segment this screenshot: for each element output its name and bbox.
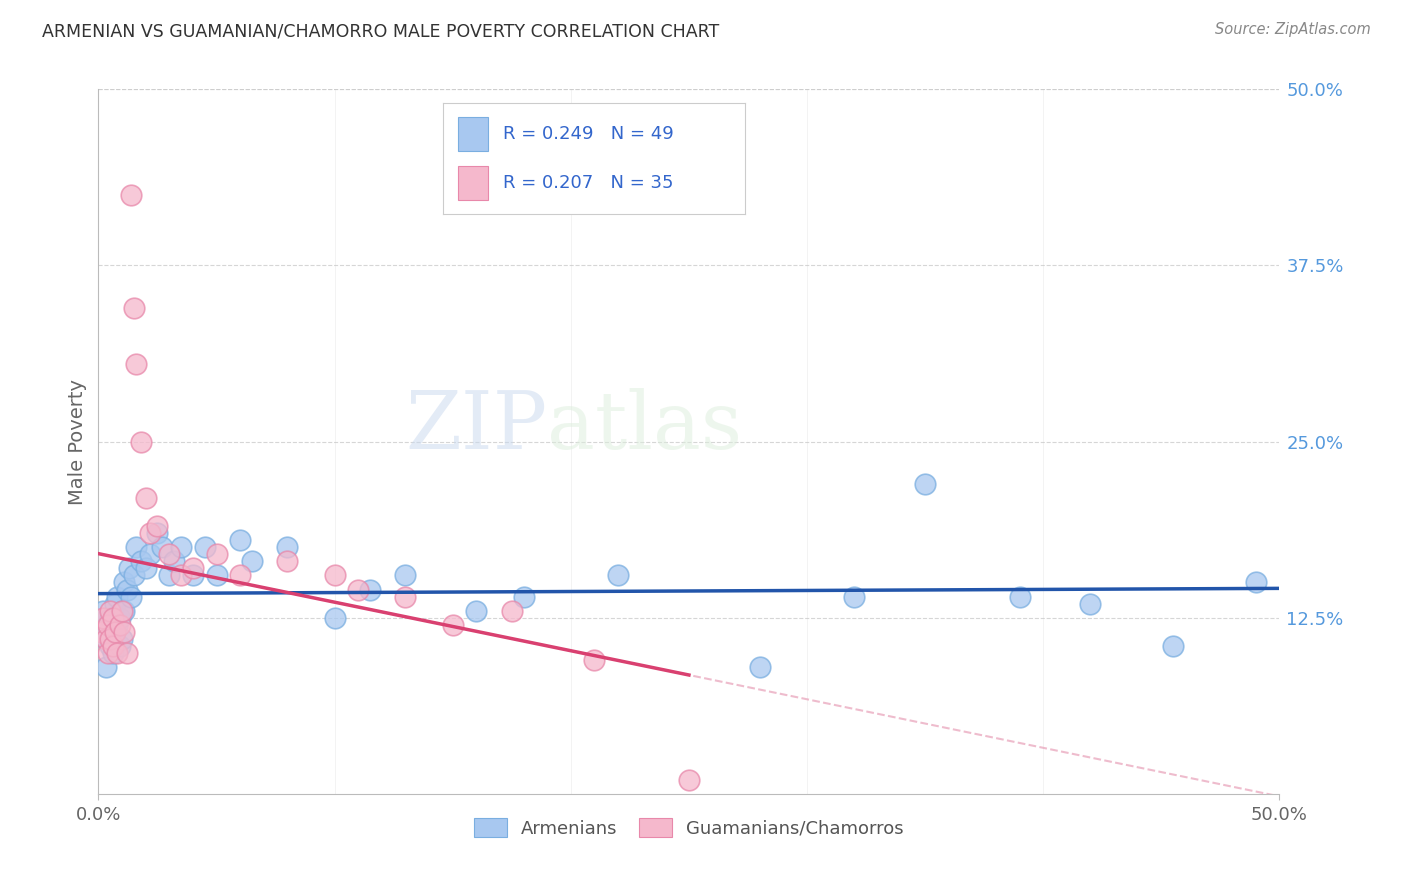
Point [844,590,866,604]
Point [105,646,128,660]
Point [108,617,131,632]
Point [748,660,770,674]
Point [97,646,120,660]
Text: ARMENIAN VS GUAMANIAN/CHAMORRO MALE POVERTY CORRELATION CHART: ARMENIAN VS GUAMANIAN/CHAMORRO MALE POVE… [42,22,720,40]
Point [115,646,138,660]
Point [205,547,228,561]
Point [112,604,135,618]
Point [98,610,121,624]
Point [105,617,128,632]
Point [98,604,121,618]
Point [139,547,162,561]
Point [111,604,134,618]
Point [323,610,346,624]
Point [98,639,121,653]
Point [101,639,124,653]
Point [1244,575,1267,590]
Point [194,541,217,555]
Bar [458,117,488,151]
Point [125,357,148,371]
Point [115,582,138,597]
Point [108,610,131,624]
Point [135,491,157,505]
Text: ZIP: ZIP [405,388,547,467]
Point [150,541,173,555]
Point [98,632,121,646]
Legend: Armenians, Guamanians/Chamorros: Armenians, Guamanians/Chamorros [467,811,911,845]
Point [101,610,124,624]
Point [229,533,252,548]
Point [108,639,131,653]
Point [1080,597,1102,611]
Point [157,568,180,582]
Point [121,590,143,604]
Point [94,632,117,646]
Point [94,632,117,646]
Point [347,582,370,597]
Point [122,301,145,315]
Point [118,561,141,575]
Point [91,610,114,624]
Point [170,541,193,555]
Point [394,590,416,604]
Bar [458,166,488,200]
Point [240,554,263,568]
Point [512,590,534,604]
Point [170,568,193,582]
Point [181,561,204,575]
Point [607,568,630,582]
Point [104,597,127,611]
Text: atlas: atlas [547,388,742,467]
Point [394,568,416,582]
Point [111,604,134,618]
Point [91,604,114,618]
Point [97,624,120,639]
Point [125,541,148,555]
Point [181,568,204,582]
Point [583,653,606,667]
Point [97,617,120,632]
Point [112,575,135,590]
Point [135,561,157,575]
Point [146,526,169,541]
Point [129,434,152,449]
Point [276,554,298,568]
Point [90,624,112,639]
Point [276,541,298,555]
Point [157,547,180,561]
Point [323,568,346,582]
Point [122,568,145,582]
Text: R = 0.207   N = 35: R = 0.207 N = 35 [503,174,673,192]
Point [163,554,186,568]
Point [914,476,936,491]
Point [1008,590,1031,604]
Point [678,772,700,787]
Point [112,624,135,639]
Point [229,568,252,582]
Point [101,646,124,660]
Point [465,604,488,618]
Y-axis label: Male Poverty: Male Poverty [69,378,87,505]
Point [129,554,152,568]
Point [501,604,523,618]
Text: R = 0.249   N = 49: R = 0.249 N = 49 [503,125,673,143]
Point [105,590,128,604]
Point [94,660,117,674]
Point [139,526,162,541]
Point [104,624,127,639]
Point [104,624,127,639]
Point [359,582,381,597]
Point [205,568,228,582]
Point [111,632,134,646]
Text: Source: ZipAtlas.com: Source: ZipAtlas.com [1215,22,1371,37]
Point [121,187,143,202]
Point [146,519,169,533]
Point [1161,639,1184,653]
Point [441,617,464,632]
